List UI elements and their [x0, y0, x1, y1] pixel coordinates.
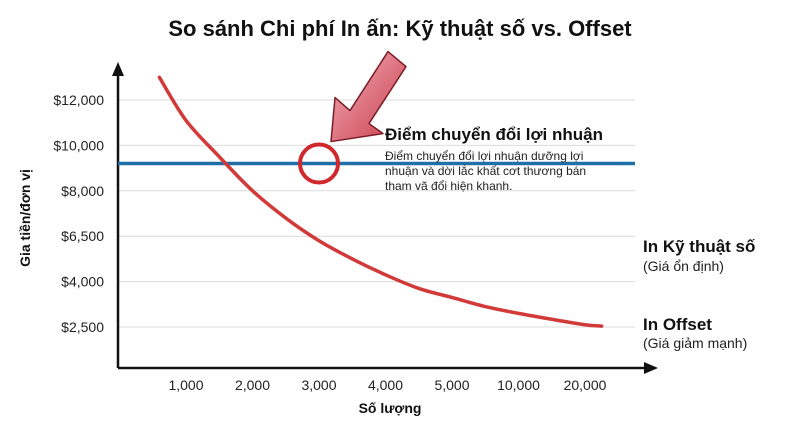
- y-axis-label: Gia tiền/đơn vị: [17, 169, 33, 267]
- y-tick-label: $6,500: [61, 228, 104, 244]
- axes: [112, 62, 658, 374]
- y-tick-labels: $2,500 $4,000 $6,500 $8,000 $10,000 $12,000: [53, 92, 104, 335]
- y-tick-label: $4,000: [61, 274, 104, 290]
- annotation-line: tham vã đổi hiện khanh.: [385, 179, 512, 193]
- series-note-offset: (Giá giảm mạnh): [643, 335, 747, 351]
- y-tick-label: $8,000: [61, 183, 104, 199]
- annotation-line: nhuận và dời lắc khất cơt thương bán: [385, 163, 586, 178]
- series-label-offset: In Offset: [643, 315, 712, 334]
- series: [118, 75, 635, 328]
- annotation: Điểm chuyển đổi lợi nhuận Điểm chuyển đổ…: [298, 50, 603, 193]
- x-tick-label: 20,000: [564, 377, 607, 393]
- x-tick-label: 2,000: [235, 377, 270, 393]
- series-labels: In Kỹ thuật số (Giá ổn định) In Offset (…: [643, 237, 755, 351]
- x-tick-labels: 1,000 2,000 3,000 4,000 5,000 10,000 20,000: [168, 377, 606, 393]
- y-axis-arrow-icon: [112, 62, 124, 76]
- breakeven-marker: [298, 142, 340, 185]
- x-axis-arrow-icon: [644, 362, 658, 374]
- x-axis-label: Số lượng: [359, 400, 422, 416]
- x-tick-label: 4,000: [368, 377, 403, 393]
- y-tick-label: $12,000: [53, 92, 104, 108]
- series-label-digital: In Kỹ thuật số: [643, 237, 755, 256]
- series-note-digital: (Giá ổn định): [643, 258, 724, 274]
- y-tick-label: $10,000: [53, 137, 104, 153]
- x-tick-label: 3,000: [301, 377, 336, 393]
- x-tick-label: 5,000: [434, 377, 469, 393]
- annotation-title: Điểm chuyển đổi lợi nhuận: [385, 125, 603, 144]
- x-tick-label: 1,000: [168, 377, 203, 393]
- x-tick-label: 10,000: [497, 377, 540, 393]
- chart-title: So sánh Chi phí In ấn: Kỹ thuật số vs. O…: [168, 16, 632, 41]
- series-line-offset: [157, 75, 604, 328]
- y-tick-label: $2,500: [61, 319, 104, 335]
- annotation-arrow-icon: [330, 50, 407, 143]
- annotation-line: Điểm chuyển đổi lợi nhuận dưỡng lợi: [385, 149, 583, 163]
